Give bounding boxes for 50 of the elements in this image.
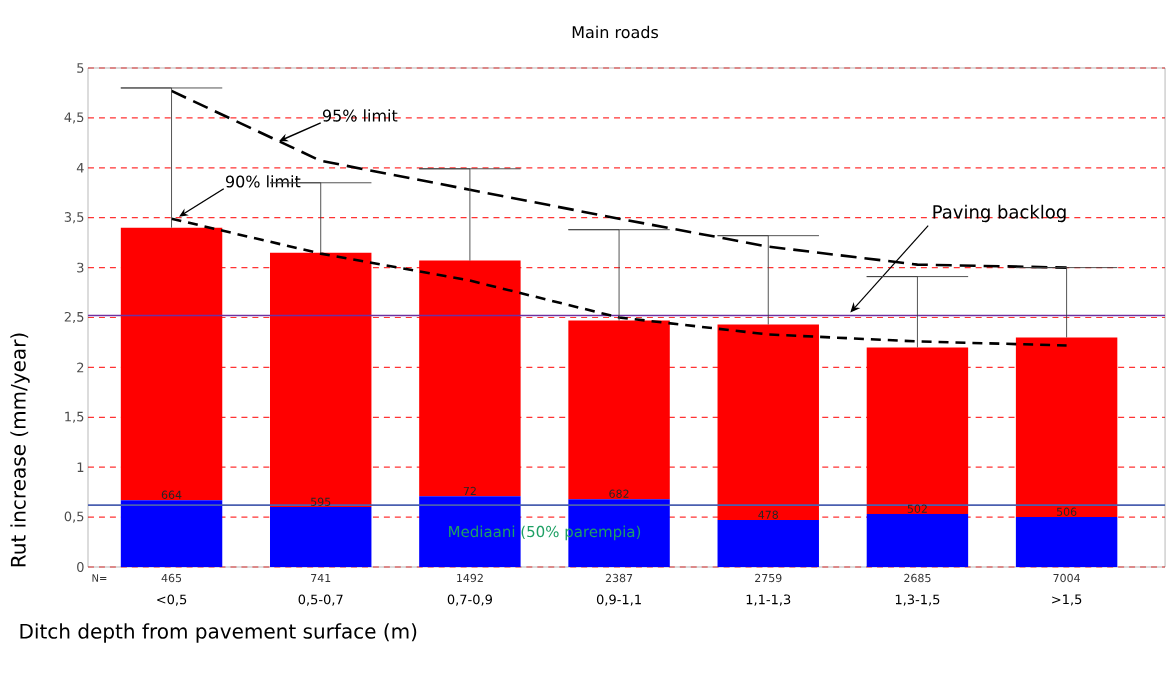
annotation: 72 [463, 486, 476, 495]
x-tick-label: 1,1-1,3 [746, 594, 791, 606]
bar [568, 320, 670, 500]
bar [120, 500, 223, 567]
ref-line-label: Paving backlog [933, 204, 1066, 223]
text: 95% limit [322, 109, 398, 122]
annotation: 664 [161, 490, 182, 499]
bar [120, 227, 223, 501]
text: 2685 [904, 573, 931, 583]
annotation: 682 [609, 489, 629, 498]
x-axis-title: Ditch depth from pavement surface (m) [20, 623, 417, 643]
x-tick-label: <0,5 [157, 594, 187, 606]
y-tick-label: 2 [77, 362, 84, 373]
text: 465 [161, 573, 182, 583]
annotation: 502 [907, 504, 927, 513]
text: 2387 [605, 573, 633, 583]
y-tick-label: 3 [77, 262, 84, 273]
y-tick-label: 2,5 [64, 311, 84, 324]
y-tick-label: 1 [77, 462, 84, 472]
text: 1492 [457, 573, 483, 583]
x-tick-label: 0,7-0,9 [447, 594, 492, 606]
y-tick-label: 0,5 [64, 511, 84, 523]
bar [866, 514, 969, 567]
y-tick-label: 4 [76, 163, 84, 173]
y-tick-label: 1,5 [65, 411, 84, 423]
text: 7004 [1053, 573, 1080, 583]
annotation: 478 [758, 510, 778, 519]
y-axis-title: Rut increase (mm/year) [10, 333, 30, 567]
annotation: 506 [1056, 507, 1077, 516]
chart-title: Main roads [572, 25, 659, 39]
text: N= [92, 574, 107, 582]
bar [717, 520, 819, 567]
bar [270, 507, 372, 567]
x-tick-label: 0,5-0,7 [298, 594, 343, 606]
x-tick-label: 0,9-1,1 [596, 594, 641, 606]
bar [419, 260, 521, 497]
y-tick-label: 3,5 [64, 212, 84, 224]
bar [1015, 517, 1118, 567]
x-tick-label: >1,5 [1052, 594, 1082, 606]
bar [419, 496, 521, 567]
bar [717, 324, 819, 521]
text: 741 [311, 573, 331, 583]
x-tick-label: 1,3-1,5 [895, 594, 940, 606]
y-tick-label: 4,5 [64, 112, 84, 124]
text: 2759 [755, 573, 782, 583]
bar [866, 347, 969, 515]
y-tick-label: 0 [77, 562, 84, 572]
bar [1015, 337, 1118, 518]
y-tick-label: 5 [77, 63, 84, 73]
bar [270, 252, 372, 508]
